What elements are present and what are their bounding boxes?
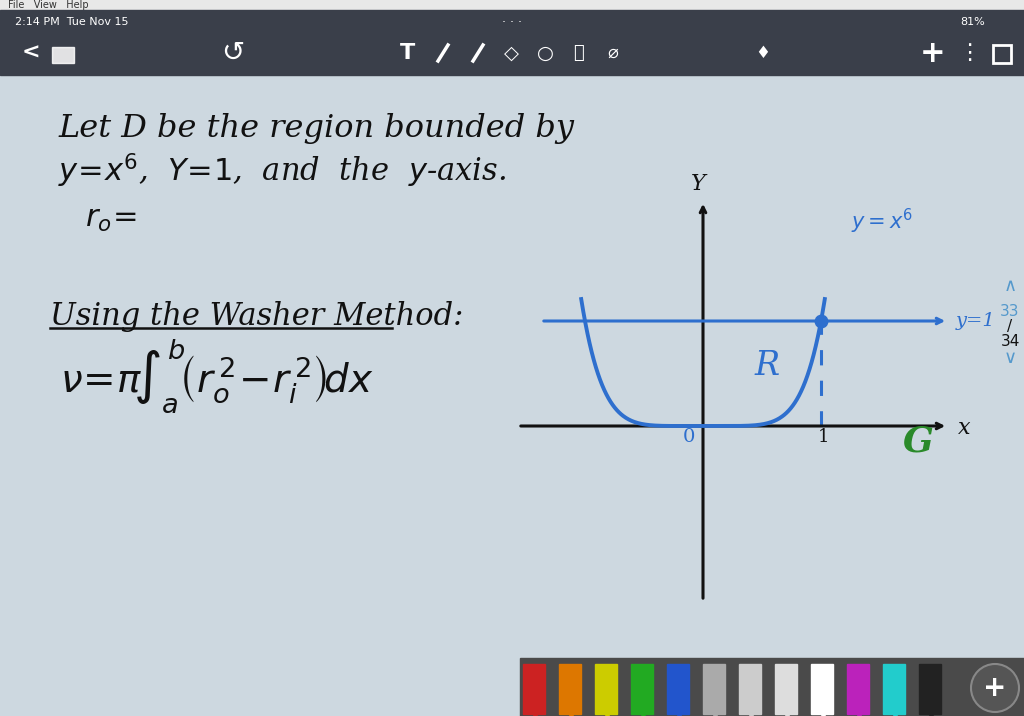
Text: T: T bbox=[400, 43, 416, 63]
Bar bbox=[993, 45, 1011, 63]
Text: Let D be the region bounded by: Let D be the region bounded by bbox=[58, 112, 574, 143]
Text: ∧: ∧ bbox=[1004, 277, 1017, 295]
Text: ♦: ♦ bbox=[756, 44, 770, 62]
Bar bbox=[52, 47, 74, 63]
Bar bbox=[811, 664, 833, 714]
Text: +: + bbox=[983, 674, 1007, 702]
Text: ✋: ✋ bbox=[573, 44, 585, 62]
Text: /: / bbox=[1008, 319, 1013, 334]
Bar bbox=[520, 658, 1024, 716]
Text: y=1: y=1 bbox=[956, 312, 995, 330]
Circle shape bbox=[971, 664, 1019, 712]
Text: ↺: ↺ bbox=[221, 39, 245, 67]
Bar bbox=[919, 664, 941, 714]
Text: $y=x^6$: $y=x^6$ bbox=[851, 206, 913, 236]
Bar bbox=[0, 10, 1024, 75]
Text: 2:14 PM  Tue Nov 15: 2:14 PM Tue Nov 15 bbox=[15, 17, 128, 27]
Text: $r_o\!=\!$: $r_o\!=\!$ bbox=[85, 203, 137, 235]
Bar bbox=[0, 76, 1024, 656]
Bar bbox=[631, 664, 653, 714]
Bar bbox=[595, 664, 617, 714]
Text: 0: 0 bbox=[683, 428, 695, 446]
Bar bbox=[775, 664, 797, 714]
Text: 81%: 81% bbox=[961, 17, 985, 27]
Text: ⌀: ⌀ bbox=[607, 44, 618, 62]
Bar bbox=[523, 664, 545, 714]
Text: ∨: ∨ bbox=[1004, 349, 1017, 367]
Text: 33: 33 bbox=[1000, 304, 1020, 319]
Text: ◇: ◇ bbox=[504, 44, 518, 62]
Bar bbox=[559, 664, 581, 714]
Text: Using the Washer Method:: Using the Washer Method: bbox=[50, 301, 464, 332]
Bar bbox=[883, 664, 905, 714]
Text: 1: 1 bbox=[817, 428, 828, 446]
Bar bbox=[847, 664, 869, 714]
Text: Y: Y bbox=[690, 173, 706, 195]
Text: $y\!=\!x^6$,  $Y\!=\!1$,  and  the  $y$-axis.: $y\!=\!x^6$, $Y\!=\!1$, and the $y$-axis… bbox=[58, 152, 506, 190]
Text: <: < bbox=[22, 43, 41, 63]
Text: 34: 34 bbox=[1000, 334, 1020, 349]
Bar bbox=[0, 0, 1024, 10]
Text: x: x bbox=[958, 417, 971, 439]
Bar bbox=[703, 664, 725, 714]
Bar bbox=[739, 664, 761, 714]
Text: File   View   Help: File View Help bbox=[8, 0, 89, 10]
Text: . . .: . . . bbox=[502, 11, 522, 24]
Text: ⋮: ⋮ bbox=[957, 43, 980, 63]
Text: R: R bbox=[755, 350, 780, 382]
Text: $\nu\!=\!\pi\!\int_a^b\!\left(r_o^{\,2}\!-\!r_i^{\,2}\right)\!dx$: $\nu\!=\!\pi\!\int_a^b\!\left(r_o^{\,2}\… bbox=[60, 337, 374, 415]
Text: +: + bbox=[921, 39, 946, 67]
Text: G: G bbox=[903, 425, 934, 459]
Bar bbox=[667, 664, 689, 714]
Text: ○: ○ bbox=[537, 44, 554, 62]
